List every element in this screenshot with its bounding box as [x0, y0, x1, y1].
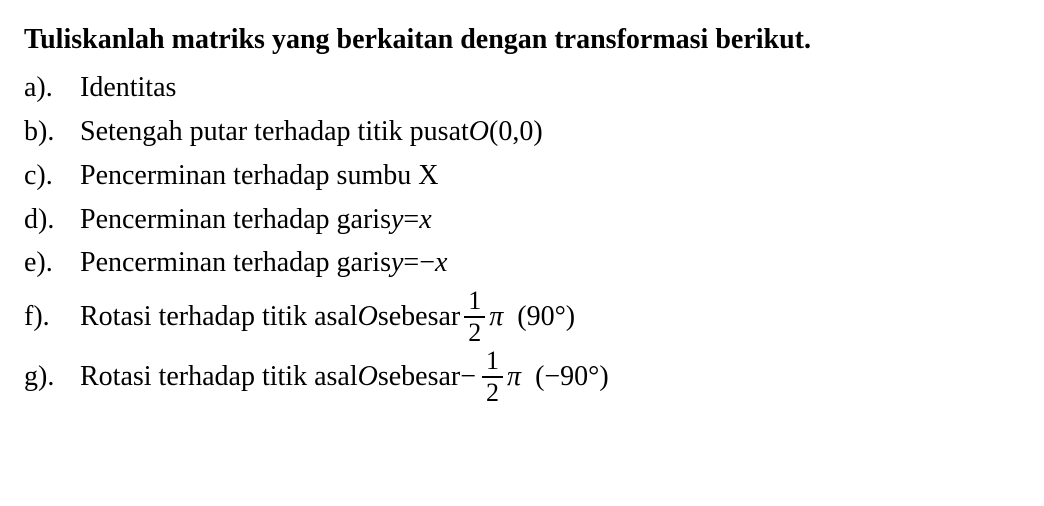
item-g-label: g). [24, 358, 80, 396]
item-b-point-coords: (0,0) [489, 113, 543, 151]
item-f-prefix: Rotasi terhadap titik asal [80, 298, 358, 336]
item-g-pi: π [507, 358, 521, 396]
item-d-text: Pencerminan terhadap garis y = x [80, 201, 432, 239]
item-d-label: d). [24, 201, 80, 239]
item-g-den: 2 [482, 376, 503, 406]
item-g-num: 1 [482, 348, 503, 376]
item-d-prefix: Pencerminan terhadap garis [80, 201, 391, 239]
item-f-pi: π [489, 298, 503, 336]
item-e-rhs: x [435, 244, 447, 282]
item-e-label: e). [24, 244, 80, 282]
item-b-label: b). [24, 113, 80, 151]
item-e-prefix: Pencerminan terhadap garis [80, 244, 391, 282]
item-a-label: a). [24, 69, 80, 107]
item-b-text: Setengah putar terhadap titik pusat O (0… [80, 113, 543, 151]
item-g-angle: (−90°) [521, 358, 609, 396]
item-c: c). Pencerminan terhadap sumbu X [24, 157, 1020, 195]
item-g-prefix: Rotasi terhadap titik asal [80, 358, 358, 396]
item-d-mid: = [403, 201, 419, 239]
item-g-neg: − [460, 358, 476, 396]
item-e-text: Pencerminan terhadap garis y =− x [80, 244, 447, 282]
item-f-angle: (90°) [503, 298, 575, 336]
item-g-fraction: 1 2 [482, 348, 503, 406]
item-f-fraction: 1 2 [464, 288, 485, 346]
item-f-mid: sebesar [378, 298, 460, 336]
item-f-origin: O [358, 298, 378, 336]
item-g-text: Rotasi terhadap titik asal O sebesar − 1… [80, 348, 609, 406]
item-b-prefix: Setengah putar terhadap titik pusat [80, 113, 469, 151]
item-f-den: 2 [464, 316, 485, 346]
item-d-lhs: y [391, 201, 403, 239]
item-a-text: Identitas [80, 69, 176, 107]
item-f-label: f). [24, 298, 80, 336]
item-g-origin: O [358, 358, 378, 396]
item-e: e). Pencerminan terhadap garis y =− x [24, 244, 1020, 282]
item-g-mid: sebesar [378, 358, 460, 396]
item-c-text: Pencerminan terhadap sumbu X [80, 157, 438, 195]
item-b-point-var: O [469, 113, 489, 151]
item-f-num: 1 [464, 288, 485, 316]
item-f: f). Rotasi terhadap titik asal O sebesar… [24, 288, 1020, 346]
item-f-text: Rotasi terhadap titik asal O sebesar 1 2… [80, 288, 575, 346]
item-e-mid: =− [403, 244, 435, 282]
item-d-rhs: x [419, 201, 431, 239]
item-e-lhs: y [391, 244, 403, 282]
item-d: d). Pencerminan terhadap garis y = x [24, 201, 1020, 239]
item-g: g). Rotasi terhadap titik asal O sebesar… [24, 348, 1020, 406]
item-a: a). Identitas [24, 69, 1020, 107]
problem-title: Tuliskanlah matriks yang berkaitan denga… [24, 20, 1020, 59]
item-b: b). Setengah putar terhadap titik pusat … [24, 113, 1020, 151]
item-c-label: c). [24, 157, 80, 195]
